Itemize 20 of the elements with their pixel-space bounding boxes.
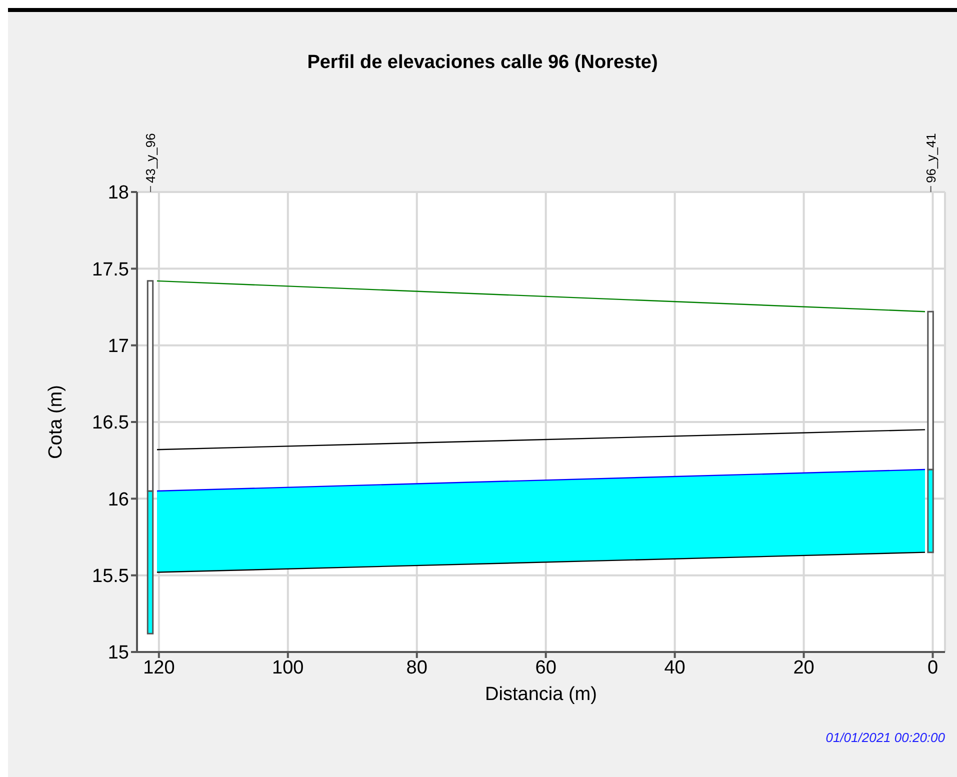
y-tick-label: 16: [108, 489, 129, 510]
chart-title: Perfil de elevaciones calle 96 (Noreste): [306, 52, 659, 74]
y-tick-label: 16.5: [92, 412, 129, 434]
y-tick-label: 17.5: [92, 259, 129, 280]
x-tick-label: 40: [664, 657, 686, 678]
x-tick-label: 20: [793, 657, 814, 678]
text: 43_y_96: [143, 133, 158, 183]
y-tick-label: 15: [108, 642, 129, 664]
y-tick-label: 18: [108, 182, 129, 204]
x-tick-label: 120: [143, 657, 175, 678]
text: 01/01/2021 00:20:00: [826, 730, 945, 745]
x-tick-label: 60: [535, 657, 556, 678]
y-tick-label: 15.5: [92, 566, 129, 588]
x-tick-label: 100: [272, 657, 304, 678]
x-axis-title: Distancia (m): [485, 684, 597, 705]
x-tick-label: 0: [927, 657, 938, 678]
y-axis-title: Cota (m): [46, 385, 67, 459]
y-tick-label: 17: [108, 336, 129, 358]
x-tick-label: 80: [406, 657, 428, 678]
text: 96_y_41: [923, 133, 938, 183]
